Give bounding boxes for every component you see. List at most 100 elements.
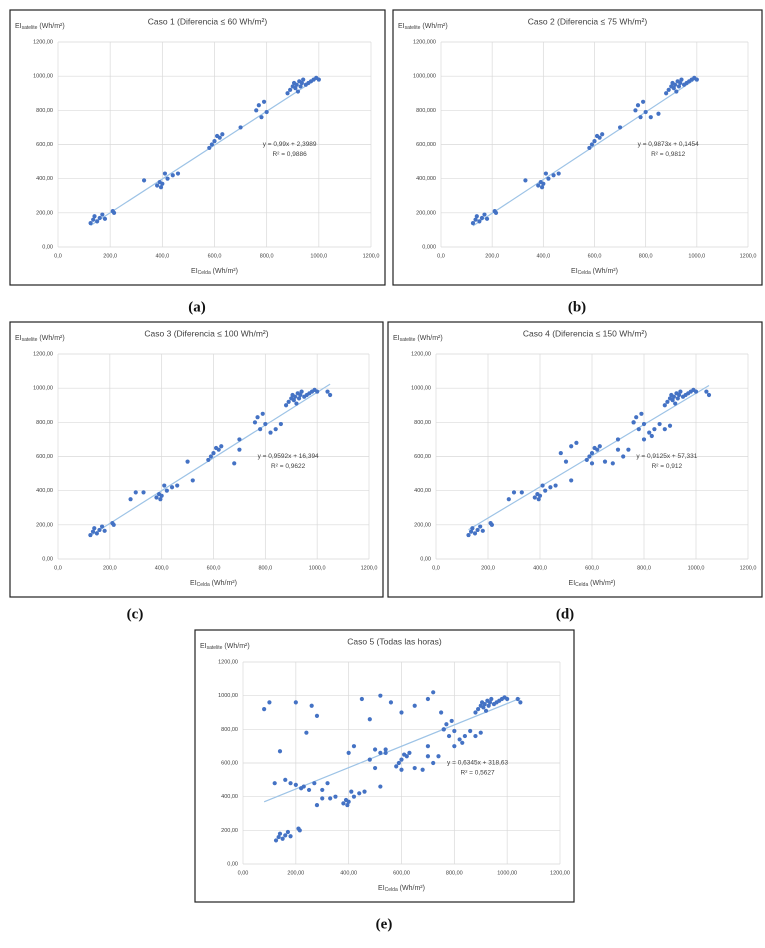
point: [589, 450, 595, 456]
y-tick-label: 0,00: [42, 244, 53, 250]
y-tick-label: 1200,00: [33, 351, 53, 357]
point: [345, 802, 350, 808]
point: [314, 802, 320, 808]
label-main: EI: [569, 580, 576, 587]
chart-title: Caso 1 (Diferencia ≤ 60 Wh/m²): [148, 16, 268, 26]
point: [293, 394, 298, 399]
point: [480, 528, 485, 533]
point: [617, 125, 623, 130]
point: [111, 210, 117, 215]
point: [483, 708, 489, 713]
y-tick-label: 0,00: [420, 556, 431, 562]
label-main: EI: [378, 885, 385, 892]
r-squared: R² = 0,912: [652, 463, 683, 470]
label-unit: (Wh/m²): [398, 885, 425, 892]
label-unit: (Wh/m²): [37, 335, 64, 342]
y-tick-label: 1000,00: [411, 386, 431, 392]
point: [475, 527, 480, 533]
point: [673, 401, 678, 406]
point: [277, 831, 283, 836]
point: [325, 781, 330, 786]
x-tick-label: 1200,0: [361, 565, 378, 571]
point: [273, 838, 279, 843]
point: [551, 173, 556, 178]
x-tick-label: 1200,00: [550, 870, 570, 876]
y-tick-label: 1000,000: [413, 74, 436, 80]
point: [667, 423, 673, 428]
point: [160, 181, 165, 186]
point: [621, 454, 626, 459]
point: [263, 421, 268, 427]
trendline-equation: y = 0,99x + 2,3989: [263, 141, 317, 148]
chart-panel: Caso 2 (Diferencia ≤ 75 Wh/m²)EIsatelite…: [392, 9, 763, 315]
panel-label: (c): [127, 606, 144, 622]
label-unit: (Wh/m²): [420, 23, 447, 30]
point: [615, 447, 621, 452]
chart-panel: Caso 4 (Diferencia ≤ 150 Wh/m²)EIsatelit…: [387, 321, 763, 622]
y-axis-label: EIsatelite (Wh/m²): [200, 643, 250, 651]
point: [399, 767, 404, 772]
panel-label: (e): [376, 916, 393, 932]
point: [394, 764, 399, 769]
point: [372, 747, 378, 752]
y-tick-label: 200,00: [221, 828, 238, 834]
point: [328, 796, 333, 801]
point: [706, 392, 712, 398]
point: [486, 703, 491, 708]
x-tick-label: 1200,0: [363, 253, 380, 259]
point: [436, 754, 441, 759]
point: [252, 420, 258, 425]
point: [158, 497, 163, 502]
point: [472, 531, 478, 536]
chart-panel: Caso 5 (Todas las horas)EIsatelite (Wh/m…: [194, 629, 575, 932]
point: [283, 833, 288, 838]
x-axis-label: EICelda (Wh/m²): [569, 580, 616, 588]
point: [473, 710, 478, 715]
point: [694, 77, 699, 82]
y-tick-label: 800,00: [221, 727, 238, 733]
point: [164, 488, 169, 493]
point: [610, 461, 615, 466]
x-tick-label: 200,0: [481, 565, 495, 571]
point: [220, 132, 225, 137]
y-tick-label: 400,00: [36, 488, 53, 494]
point: [260, 411, 265, 416]
point: [469, 529, 474, 534]
panel-label: (d): [556, 606, 574, 622]
point: [470, 526, 475, 531]
point: [92, 214, 97, 219]
point: [543, 488, 548, 493]
x-tick-label: 1000,0: [309, 565, 326, 571]
point: [615, 437, 621, 442]
point: [162, 483, 167, 488]
x-tick-label: 600,0: [585, 565, 599, 571]
point: [267, 700, 272, 705]
point: [285, 829, 291, 835]
point: [704, 389, 709, 394]
point: [95, 219, 100, 224]
point: [693, 389, 699, 394]
x-tick-label: 600,00: [393, 870, 410, 876]
x-tick-label: 0,0: [437, 253, 445, 259]
x-axis-label: EICelda (Wh/m²): [571, 268, 618, 276]
point: [97, 215, 102, 221]
point: [587, 454, 592, 459]
y-tick-label: 600,00: [36, 142, 53, 148]
x-tick-label: 200,0: [485, 253, 499, 259]
x-tick-label: 1200,0: [740, 253, 757, 259]
chart-title: Caso 3 (Diferencia ≤ 100 Wh/m²): [144, 328, 268, 338]
y-tick-label: 400,000: [416, 176, 436, 182]
point: [556, 171, 561, 176]
point: [404, 754, 409, 759]
y-tick-label: 1200,00: [411, 351, 431, 357]
point: [378, 784, 383, 789]
point: [92, 526, 97, 531]
point: [351, 794, 357, 799]
point: [399, 710, 404, 715]
trendline-equation: y = 0,9125x + 57,331: [636, 453, 697, 460]
label-unit: (Wh/m²): [591, 268, 618, 275]
point: [636, 427, 641, 432]
trendline-equation: y = 0,6345x + 318,63: [447, 760, 508, 767]
point: [532, 495, 537, 500]
label-unit: (Wh/m²): [415, 335, 442, 342]
